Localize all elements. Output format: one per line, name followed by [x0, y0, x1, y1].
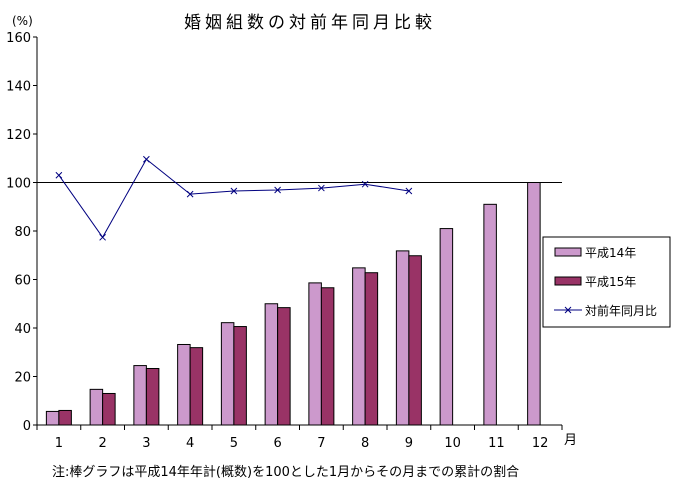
line-marker: [143, 155, 150, 163]
x-tick-label: 1: [55, 436, 63, 451]
legend-label: 対前年同月比: [585, 303, 657, 318]
y-tick-label: 160: [6, 31, 31, 46]
bar-2: [189, 347, 204, 426]
bar-1: [133, 365, 147, 426]
y-tick-label: 0: [23, 419, 31, 434]
x-tick-label: 4: [186, 436, 194, 451]
bar-2: [233, 326, 247, 426]
x-tick-label: 5: [230, 436, 238, 451]
x-tick-label: 7: [317, 436, 325, 451]
bar-2: [320, 287, 335, 426]
bar-1: [395, 250, 410, 426]
bar-2: [408, 255, 422, 426]
x-tick-label: 8: [361, 436, 369, 451]
bar-1: [483, 203, 497, 426]
x-tick-label: 11: [488, 436, 505, 451]
line-marker: [318, 184, 325, 192]
line-marker: [230, 187, 238, 195]
bar-1: [177, 343, 191, 426]
bar-1: [45, 410, 60, 426]
bar-1: [220, 322, 235, 426]
line-marker: [274, 186, 281, 194]
line-marker: [99, 233, 106, 241]
x-tick-label: 3: [142, 436, 150, 451]
bar-2: [145, 367, 160, 426]
chart-title: 婚姻組数の対前年同月比較: [184, 13, 436, 33]
legend-label: 平成15年: [585, 275, 636, 289]
y-tick-label: 120: [6, 128, 31, 143]
legend-swatch: [554, 276, 582, 286]
y-tick-label: 40: [14, 322, 31, 337]
bar-1: [264, 303, 279, 426]
legend-marker: [564, 306, 572, 314]
bar-1: [89, 388, 104, 426]
x-axis-label: 月: [564, 433, 577, 448]
bar-1: [527, 182, 541, 426]
y-tick-label: 20: [14, 371, 31, 386]
x-tick-label: 9: [405, 436, 413, 451]
bar-1: [308, 282, 322, 426]
x-tick-label: 10: [444, 436, 461, 451]
y-axis-label: (%): [12, 14, 33, 28]
bar-2: [102, 392, 116, 426]
x-tick-label: 6: [273, 436, 281, 451]
line-marker: [361, 180, 369, 188]
legend-label: 平成14年: [585, 246, 636, 260]
bar-2: [277, 307, 291, 426]
x-tick-label: 12: [532, 436, 549, 451]
line-marker: [405, 187, 413, 195]
bar-2: [58, 409, 72, 426]
line-series: [58, 158, 409, 239]
x-tick-label: 2: [98, 436, 106, 451]
bar-1: [352, 267, 366, 426]
bar-1: [439, 228, 454, 426]
line-marker: [186, 190, 194, 198]
y-tick-label: 140: [6, 80, 31, 95]
line-marker: [55, 171, 63, 179]
bar-2: [364, 272, 379, 426]
y-tick-label: 100: [6, 177, 31, 192]
legend-swatch: [554, 247, 582, 257]
y-tick-label: 80: [14, 225, 31, 240]
chart-note: 注:棒グラフは平成14年年計(概数)を100とした1月からその月までの累計の割合: [52, 464, 519, 480]
y-tick-label: 60: [14, 274, 31, 289]
